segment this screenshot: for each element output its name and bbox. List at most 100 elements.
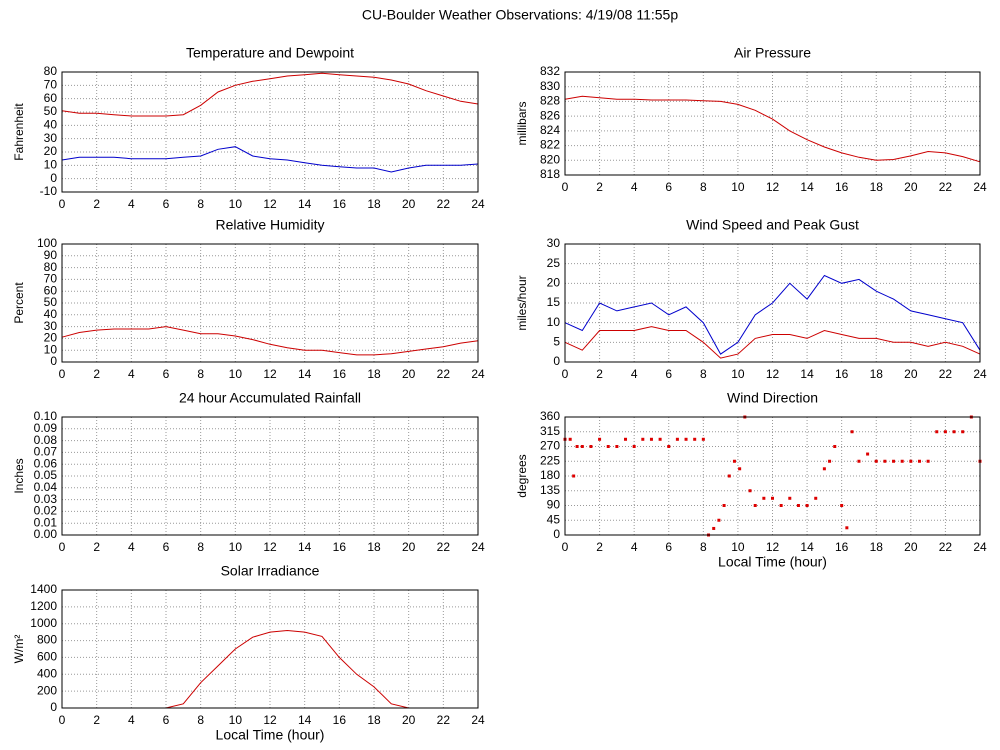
y-tick-label: 824	[540, 123, 560, 137]
y-tick-label: 90	[547, 498, 561, 512]
x-tick-label: 0	[562, 540, 569, 554]
data-point	[632, 445, 636, 448]
y-tick-label: 70	[44, 78, 58, 92]
y-tick-label: 0.07	[34, 445, 58, 459]
x-tick-label: 20	[904, 367, 918, 381]
data-line	[61, 326, 479, 356]
x-tick-label: 0	[562, 180, 569, 194]
data-point	[575, 445, 579, 448]
chart-title: Wind Speed and Peak Gust	[686, 217, 859, 233]
x-tick-label: 14	[800, 367, 814, 381]
x-tick-label: 4	[128, 197, 135, 211]
data-point	[796, 504, 800, 507]
x-tick-label: 10	[229, 367, 243, 381]
data-point	[624, 437, 628, 441]
chart-title: Wind Direction	[727, 390, 818, 406]
y-tick-label: 0.01	[34, 515, 58, 529]
data-point	[712, 526, 716, 530]
data-point	[615, 445, 619, 448]
x-tick-label: 6	[665, 367, 672, 381]
y-tick-label: 0.03	[34, 492, 58, 506]
y-tick-label: 80	[44, 64, 58, 78]
y-tick-label: 10	[44, 158, 58, 172]
y-tick-label: 50	[44, 104, 58, 118]
data-point	[598, 437, 602, 441]
y-axis-label: degrees	[515, 454, 529, 497]
x-tick-label: 16	[333, 197, 347, 211]
x-tick-label: 8	[197, 367, 204, 381]
x-tick-label: 24	[471, 367, 485, 381]
x-tick-label: 2	[93, 197, 100, 211]
x-tick-label: 12	[766, 540, 780, 554]
y-tick-label: 180	[540, 468, 560, 482]
data-point	[935, 430, 939, 434]
x-tick-label: 22	[939, 367, 953, 381]
x-tick-label: 16	[333, 367, 347, 381]
y-tick-label: 100	[37, 236, 57, 250]
x-axis-label: Local Time (hour)	[216, 727, 325, 743]
data-point	[717, 518, 721, 522]
x-tick-label: 18	[870, 180, 884, 194]
y-tick-label: 50	[44, 295, 58, 309]
data-point	[917, 459, 921, 463]
y-tick-label: 830	[540, 79, 560, 93]
x-tick-label: 10	[229, 197, 243, 211]
chart-title: 24 hour Accumulated Rainfall	[179, 390, 361, 406]
x-tick-label: 18	[367, 540, 381, 554]
y-tick-label: 0	[50, 700, 57, 714]
x-tick-label: 6	[665, 540, 672, 554]
data-point	[753, 504, 757, 507]
x-tick-label: 4	[128, 367, 135, 381]
data-line	[564, 326, 981, 359]
x-tick-label: 14	[298, 540, 312, 554]
data-point	[828, 459, 832, 463]
y-tick-label: 80	[44, 260, 58, 274]
data-point	[722, 504, 726, 507]
data-point	[845, 526, 849, 530]
plot-frame	[61, 71, 479, 193]
x-tick-label: 2	[93, 713, 100, 727]
y-tick-label: 0.00	[34, 527, 58, 541]
y-tick-label: 800	[37, 633, 57, 647]
data-point	[814, 496, 818, 500]
data-line	[61, 146, 479, 173]
x-tick-label: 10	[731, 367, 745, 381]
y-tick-label: 822	[540, 138, 560, 152]
y-tick-label: 45	[547, 512, 561, 526]
y-tick-label: 820	[540, 152, 560, 166]
x-tick-label: 18	[870, 367, 884, 381]
x-tick-label: 6	[163, 367, 170, 381]
y-tick-label: 10	[44, 342, 58, 356]
data-point	[684, 437, 688, 441]
x-tick-label: 20	[904, 180, 918, 194]
x-tick-label: 4	[128, 713, 135, 727]
plot-area	[62, 590, 478, 708]
x-tick-label: 14	[800, 180, 814, 194]
y-tick-label: 315	[540, 424, 560, 438]
y-tick-label: 30	[44, 319, 58, 333]
data-point	[693, 437, 697, 441]
data-point	[850, 430, 854, 434]
x-tick-label: 18	[367, 197, 381, 211]
x-tick-label: 20	[402, 367, 416, 381]
data-point	[857, 459, 861, 463]
x-tick-label: 22	[437, 367, 451, 381]
x-tick-label: 24	[973, 180, 987, 194]
x-tick-label: 8	[700, 180, 707, 194]
data-point	[748, 489, 752, 493]
y-tick-label: 0.05	[34, 468, 58, 482]
y-tick-label: 0.09	[34, 421, 58, 435]
y-tick-label: 25	[547, 256, 561, 270]
plot-frame	[564, 71, 981, 176]
x-tick-label: 24	[471, 540, 485, 554]
x-tick-label: 22	[939, 540, 953, 554]
x-tick-label: 4	[631, 540, 638, 554]
y-tick-label: 1200	[30, 599, 57, 613]
x-tick-label: 16	[835, 367, 849, 381]
x-tick-label: 10	[229, 713, 243, 727]
y-tick-label: 20	[44, 331, 58, 345]
data-point	[822, 467, 826, 471]
y-axis-label: miles/hour	[515, 275, 529, 330]
x-tick-label: 18	[367, 713, 381, 727]
